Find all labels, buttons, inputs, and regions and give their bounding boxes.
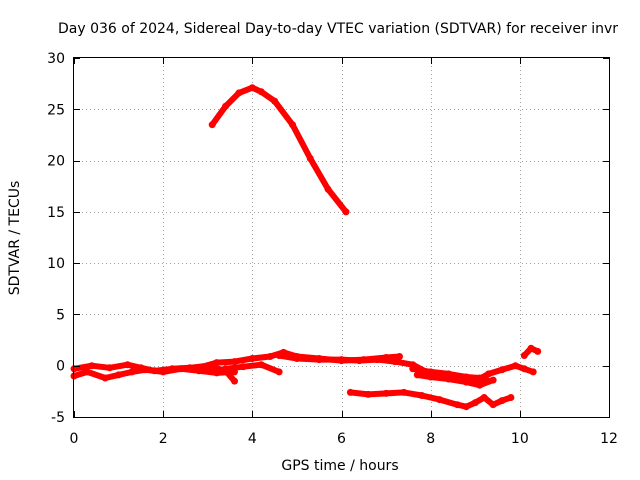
- y-axis-ticks: -5 0 5 10 15 20 25 30: [47, 51, 609, 426]
- data-point: [453, 401, 461, 409]
- x-tick-label: 4: [248, 431, 257, 447]
- data-point: [489, 376, 497, 384]
- data-point: [436, 396, 444, 404]
- data-point: [342, 208, 350, 216]
- data-point: [293, 355, 301, 362]
- y-tick-label: 10: [47, 256, 65, 272]
- data-point: [527, 344, 535, 352]
- data-point: [373, 356, 381, 364]
- plot-frame: [73, 57, 610, 418]
- data-point: [489, 401, 497, 409]
- data-point: [213, 369, 221, 377]
- series-arc-6: [276, 352, 430, 375]
- x-axis-label: GPS time / hours: [281, 458, 398, 474]
- y-tick-label: -5: [51, 410, 65, 426]
- data-point: [231, 377, 238, 385]
- data-point: [529, 368, 537, 376]
- data-point: [115, 371, 123, 379]
- data-point: [396, 353, 403, 360]
- data-point: [520, 365, 528, 373]
- data-point: [534, 347, 542, 355]
- data-point: [462, 378, 470, 386]
- data-point: [338, 356, 345, 364]
- data-point: [257, 361, 265, 369]
- data-point: [520, 352, 528, 359]
- data-point: [400, 388, 408, 396]
- x-tick-label: 2: [159, 431, 168, 447]
- x-tick-label: 8: [426, 431, 435, 447]
- data-point: [257, 88, 265, 96]
- data-point: [83, 368, 91, 376]
- y-tick-label: 25: [47, 102, 65, 118]
- data-point: [391, 358, 399, 366]
- data-point: [141, 366, 149, 374]
- data-point: [128, 368, 136, 376]
- data-point: [418, 392, 426, 399]
- data-point: [248, 355, 256, 362]
- data-point: [306, 155, 314, 162]
- data-point: [485, 370, 493, 378]
- y-tick-label: 30: [47, 51, 65, 67]
- series-arc-3: [71, 365, 238, 381]
- y-axis-label: SDTVAR / TECUs: [7, 181, 23, 296]
- data-point: [445, 370, 452, 378]
- data-point: [355, 357, 363, 365]
- data-point: [266, 353, 274, 360]
- data-point: [289, 121, 296, 129]
- data-point: [364, 390, 372, 398]
- data-point: [239, 363, 247, 371]
- data-point: [427, 368, 435, 376]
- data-point: [498, 366, 506, 374]
- data-point: [222, 365, 230, 373]
- data-point: [471, 399, 479, 407]
- data-point: [480, 394, 488, 401]
- x-tick-label: 0: [70, 431, 79, 447]
- data-point: [445, 375, 452, 383]
- y-tick-label: 20: [47, 154, 65, 170]
- data-point: [159, 368, 167, 376]
- data-point: [413, 371, 421, 379]
- data-point: [208, 121, 216, 129]
- data-point: [462, 373, 470, 381]
- y-tick-label: 5: [56, 307, 65, 323]
- data-point: [409, 365, 417, 373]
- x-axis-ticks: 0 2 4 6 8 10 12: [70, 58, 618, 447]
- data-point: [382, 389, 390, 397]
- x-tick-label: 12: [600, 431, 618, 447]
- data-point: [88, 362, 96, 370]
- y-tick-label: 15: [47, 205, 65, 221]
- x-tick-label: 10: [511, 431, 529, 447]
- data-point: [507, 394, 515, 401]
- chart-title: Day 036 of 2024, Sidereal Day-to-day VTE…: [58, 21, 618, 37]
- data-point: [324, 185, 332, 193]
- data-point: [248, 84, 256, 92]
- data-point: [511, 362, 519, 370]
- data-point: [346, 388, 354, 396]
- data-point: [462, 403, 470, 411]
- data-point: [235, 89, 243, 97]
- data-point: [222, 102, 230, 110]
- data-point: [271, 97, 279, 105]
- data-point: [315, 356, 323, 364]
- series-arc-1: [209, 84, 349, 215]
- data-point: [498, 397, 506, 405]
- data-point: [124, 361, 131, 369]
- data-point: [471, 377, 479, 385]
- data-point: [231, 358, 238, 366]
- data-point: [427, 373, 435, 381]
- data-point: [101, 374, 109, 382]
- data-point: [106, 364, 114, 372]
- data-point: [177, 365, 185, 373]
- data-point: [476, 381, 484, 389]
- series-arc-5: [222, 361, 283, 375]
- x-tick-label: 6: [337, 431, 346, 447]
- y-tick-label: 0: [56, 359, 65, 375]
- data-point: [195, 364, 203, 372]
- data-point: [275, 352, 283, 359]
- data-series: [70, 84, 542, 411]
- data-point: [213, 359, 221, 367]
- data-point: [275, 368, 283, 376]
